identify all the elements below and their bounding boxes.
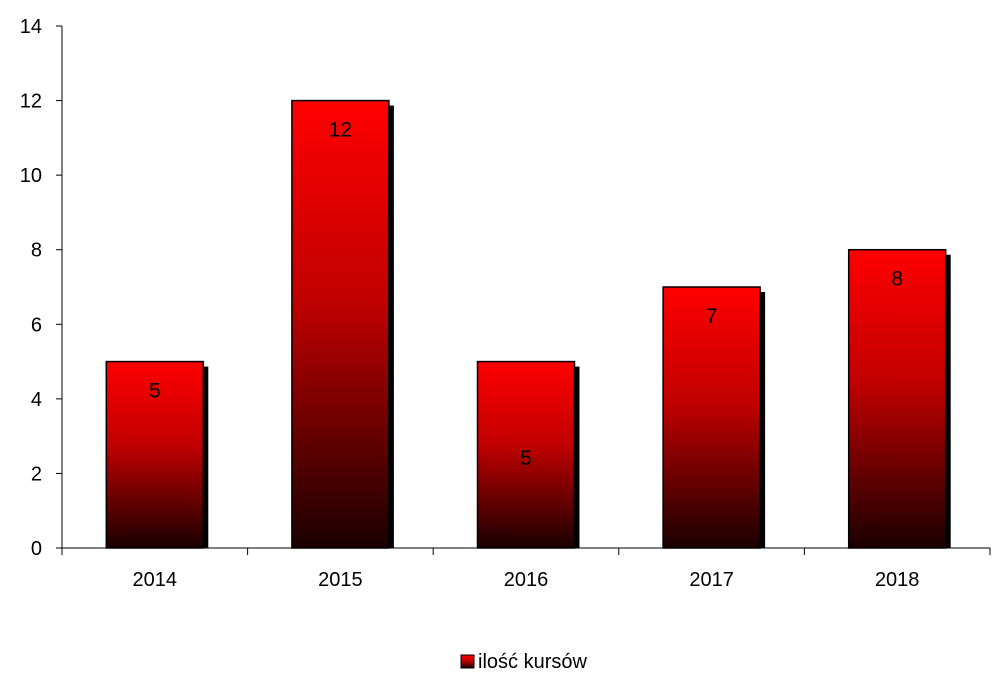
y-tick-label: 0 [31, 538, 42, 560]
data-label: 12 [329, 119, 352, 142]
legend: ilość kursów [460, 651, 587, 673]
x-tick-label: 2016 [504, 569, 549, 591]
bar-2015 [291, 99, 390, 549]
legend-swatch [460, 654, 475, 669]
y-tick-label: 12 [20, 91, 42, 113]
y-tick-label: 8 [31, 240, 42, 262]
bar-2018 [847, 248, 947, 549]
bar-2016 [476, 360, 576, 549]
x-tick-label: 2017 [689, 569, 734, 591]
y-tick-label: 14 [20, 16, 42, 38]
y-tick-label: 6 [31, 314, 42, 336]
x-tick-label: 2015 [318, 569, 363, 591]
data-label: 8 [891, 268, 903, 291]
bar-2017 [662, 286, 761, 549]
y-tick-label: 4 [31, 389, 42, 411]
data-label: 7 [706, 305, 718, 328]
y-tick-label: 2 [31, 463, 42, 485]
y-tick-label: 10 [20, 165, 42, 187]
data-label: 5 [149, 380, 161, 403]
data-label: 5 [520, 447, 532, 470]
data-labels: 5 12 5 7 8 [149, 119, 903, 470]
bar-2014 [105, 360, 205, 549]
x-tick-label: 2018 [875, 569, 920, 591]
legend-label: ilość kursów [478, 651, 587, 673]
axes: 0 2 4 6 8 10 12 14 2014 2015 2016 2017 2018 [20, 16, 991, 591]
x-tick-label: 2014 [133, 569, 178, 591]
bars [105, 99, 951, 549]
